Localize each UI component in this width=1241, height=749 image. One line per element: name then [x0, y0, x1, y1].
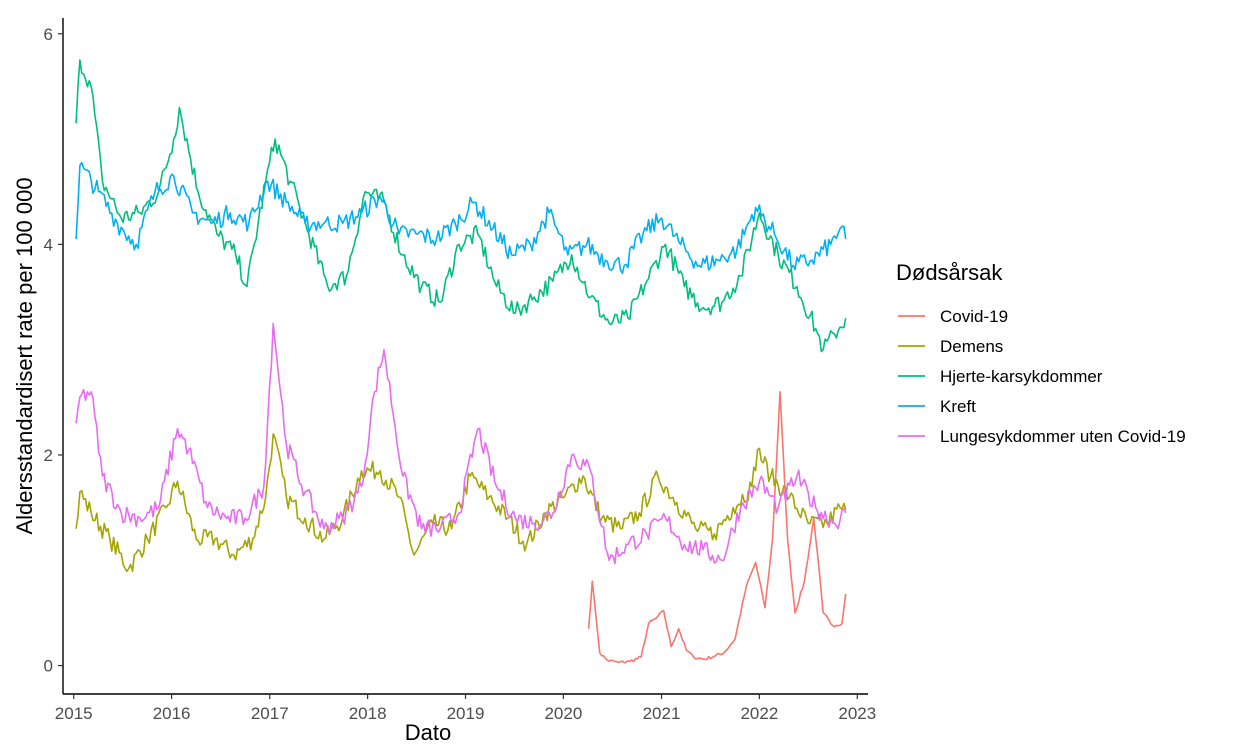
y-tick-label: 2 [44, 446, 53, 465]
legend-label: Hjerte-karsykdommer [940, 367, 1103, 386]
series-line-3 [75, 161, 847, 275]
x-tick-label: 2016 [153, 704, 191, 723]
x-tick-label: 2015 [55, 704, 93, 723]
series-line-4 [75, 322, 847, 565]
plot-lines [75, 59, 847, 664]
y-axis: 0 2 4 6 [44, 25, 63, 676]
y-axis-title: Aldersstandardisert rate per 100 000 [12, 177, 37, 534]
x-tick-label: 2020 [544, 704, 582, 723]
x-tick-label: 2023 [838, 704, 876, 723]
x-axis: 2015 2016 2017 2018 2019 2020 2021 2022 2023 [55, 694, 876, 723]
legend-label: Covid-19 [940, 307, 1008, 326]
y-tick-label: 6 [44, 25, 53, 44]
series-line-2 [75, 59, 847, 353]
legend-label: Lungesykdommer uten Covid-19 [940, 427, 1186, 446]
series-line-0 [587, 391, 847, 664]
y-tick-label: 0 [44, 657, 53, 676]
x-tick-label: 2022 [740, 704, 778, 723]
legend-label: Kreft [940, 397, 976, 416]
x-tick-label: 2021 [643, 704, 681, 723]
x-tick-label: 2018 [349, 704, 387, 723]
x-tick-label: 2019 [447, 704, 485, 723]
legend: Dødsårsak Covid-19 Demens Hjerte-karsykdom… [896, 260, 1186, 446]
series-line-1 [75, 433, 847, 573]
legend-label: Demens [940, 337, 1003, 356]
x-tick-label: 2017 [251, 704, 289, 723]
x-axis-title: Dato [405, 720, 451, 745]
legend-title: Dødsårsak [896, 260, 1003, 285]
y-tick-label: 4 [44, 235, 53, 254]
